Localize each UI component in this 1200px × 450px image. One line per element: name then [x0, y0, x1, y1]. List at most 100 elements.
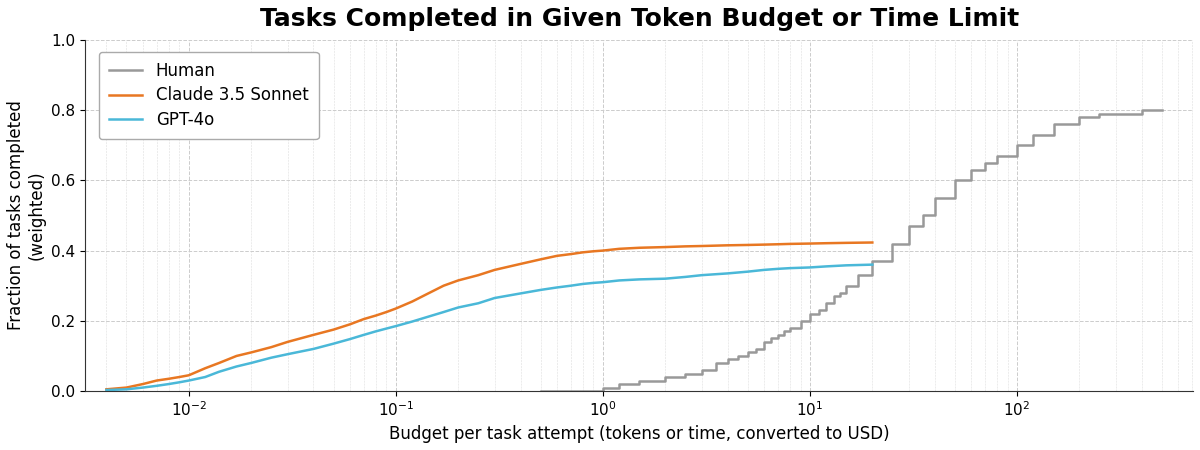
Human	[776, 328, 791, 334]
Human	[1134, 108, 1148, 113]
Human	[731, 353, 745, 359]
Human	[827, 293, 841, 299]
Claude 3.5 Sonnet	[264, 344, 278, 350]
GPT-4o	[437, 309, 451, 315]
Claude 3.5 Sonnet	[757, 242, 772, 248]
Claude 3.5 Sonnet	[343, 322, 358, 327]
Human	[811, 308, 826, 313]
Claude 3.5 Sonnet	[587, 248, 601, 254]
GPT-4o	[419, 315, 433, 320]
Y-axis label: Fraction of tasks completed
(weighted): Fraction of tasks completed (weighted)	[7, 100, 46, 330]
GPT-4o	[487, 295, 502, 301]
GPT-4o	[326, 341, 341, 346]
Human	[740, 350, 755, 355]
GPT-4o	[514, 291, 528, 296]
Claude 3.5 Sonnet	[803, 241, 817, 246]
Claude 3.5 Sonnet	[136, 381, 150, 387]
Claude 3.5 Sonnet	[632, 245, 647, 251]
Claude 3.5 Sonnet	[379, 309, 394, 315]
Claude 3.5 Sonnet	[172, 374, 186, 380]
Legend: Human, Claude 3.5 Sonnet, GPT-4o: Human, Claude 3.5 Sonnet, GPT-4o	[100, 52, 318, 139]
GPT-4o	[343, 337, 358, 342]
GPT-4o	[172, 380, 186, 385]
GPT-4o	[281, 351, 295, 357]
Claude 3.5 Sonnet	[437, 283, 451, 288]
Claude 3.5 Sonnet	[406, 299, 420, 304]
Claude 3.5 Sonnet	[514, 261, 528, 267]
Human	[851, 272, 865, 278]
GPT-4o	[533, 287, 547, 292]
Human	[865, 258, 880, 264]
Claude 3.5 Sonnet	[244, 350, 258, 355]
Human	[820, 301, 834, 306]
GPT-4o	[198, 374, 212, 380]
Claude 3.5 Sonnet	[865, 240, 880, 245]
GPT-4o	[770, 266, 785, 271]
Claude 3.5 Sonnet	[326, 327, 341, 332]
Claude 3.5 Sonnet	[595, 248, 610, 253]
GPT-4o	[264, 355, 278, 360]
Human	[793, 318, 808, 324]
GPT-4o	[720, 271, 734, 276]
GPT-4o	[368, 328, 383, 334]
GPT-4o	[100, 387, 114, 393]
Claude 3.5 Sonnet	[181, 373, 196, 378]
GPT-4o	[162, 381, 176, 387]
Claude 3.5 Sonnet	[451, 278, 466, 283]
Claude 3.5 Sonnet	[533, 256, 547, 262]
Claude 3.5 Sonnet	[576, 250, 590, 255]
GPT-4o	[695, 272, 709, 278]
Human	[1026, 132, 1040, 137]
GPT-4o	[229, 364, 244, 369]
GPT-4o	[587, 280, 601, 286]
Claude 3.5 Sonnet	[419, 292, 433, 297]
Line: Claude 3.5 Sonnet: Claude 3.5 Sonnet	[107, 243, 872, 389]
GPT-4o	[782, 266, 797, 271]
Human	[782, 325, 797, 331]
Claude 3.5 Sonnet	[612, 246, 626, 252]
GPT-4o	[576, 281, 590, 287]
Claude 3.5 Sonnet	[678, 243, 692, 249]
GPT-4o	[658, 276, 672, 281]
GPT-4o	[740, 269, 755, 274]
GPT-4o	[595, 279, 610, 285]
Title: Tasks Completed in Given Token Budget or Time Limit: Tasks Completed in Given Token Budget or…	[259, 7, 1019, 31]
Claude 3.5 Sonnet	[487, 267, 502, 273]
Human	[720, 357, 734, 362]
Claude 3.5 Sonnet	[306, 332, 320, 338]
Human	[764, 336, 779, 341]
Human	[1154, 108, 1169, 113]
GPT-4o	[212, 369, 227, 374]
Claude 3.5 Sonnet	[695, 243, 709, 249]
GPT-4o	[356, 332, 371, 338]
Claude 3.5 Sonnet	[472, 272, 486, 278]
Human	[803, 311, 817, 316]
Human	[678, 371, 692, 376]
Claude 3.5 Sonnet	[198, 365, 212, 371]
Human	[595, 385, 610, 390]
Human	[612, 381, 626, 387]
Claude 3.5 Sonnet	[356, 316, 371, 322]
Human	[708, 360, 722, 366]
GPT-4o	[406, 319, 420, 324]
Human	[1092, 111, 1106, 116]
Claude 3.5 Sonnet	[839, 240, 853, 246]
Claude 3.5 Sonnet	[550, 253, 564, 259]
Human	[948, 178, 962, 183]
Human	[757, 339, 772, 345]
GPT-4o	[550, 285, 564, 290]
Human	[658, 374, 672, 380]
Human	[1109, 111, 1123, 116]
GPT-4o	[820, 264, 834, 269]
Claude 3.5 Sonnet	[229, 353, 244, 359]
GPT-4o	[181, 378, 196, 383]
Human	[990, 153, 1004, 158]
Claude 3.5 Sonnet	[658, 244, 672, 250]
Human	[886, 241, 900, 246]
Human	[833, 290, 847, 296]
GPT-4o	[632, 277, 647, 282]
Human	[695, 367, 709, 373]
Claude 3.5 Sonnet	[564, 252, 578, 257]
GPT-4o	[244, 360, 258, 366]
GPT-4o	[564, 283, 578, 288]
